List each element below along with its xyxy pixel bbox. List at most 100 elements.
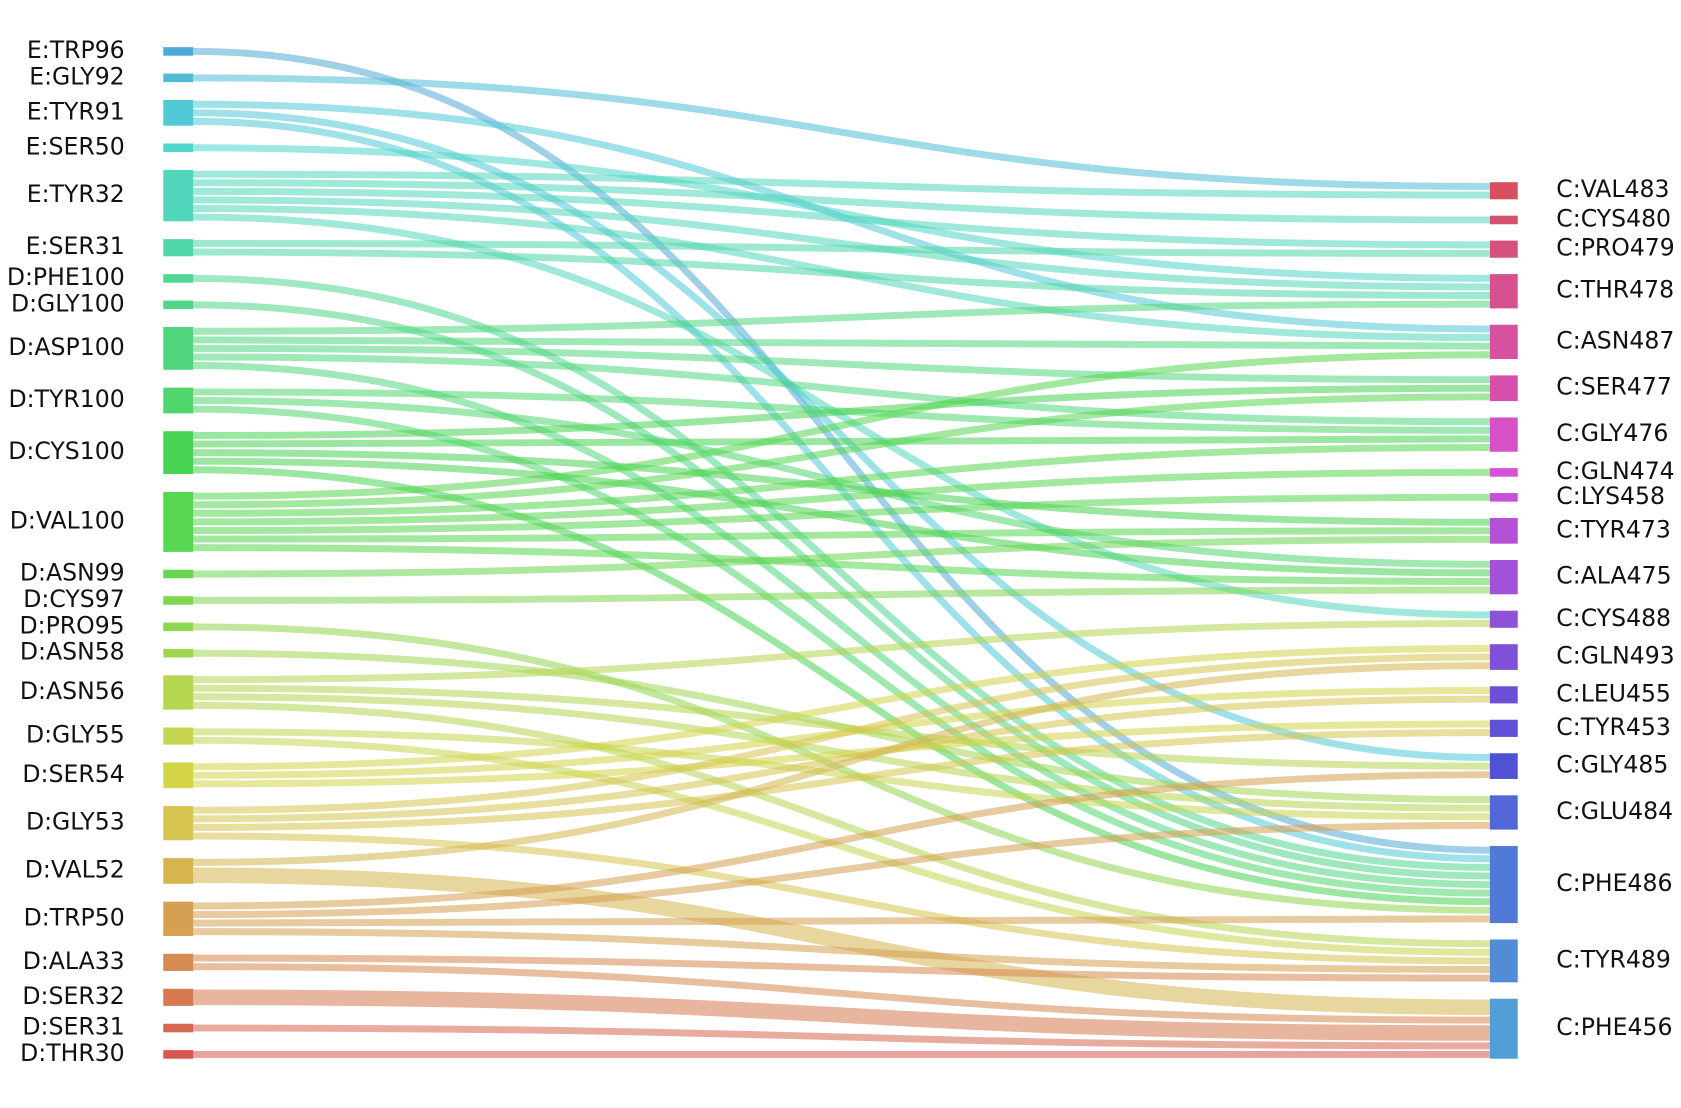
link (193, 300, 1490, 335)
link (193, 729, 1490, 831)
left-node (163, 648, 194, 658)
right-node (1489, 517, 1518, 544)
left-node-label: D:TRP50 (24, 903, 125, 931)
link (193, 1024, 1490, 1050)
link (193, 662, 1490, 866)
right-node (1489, 560, 1518, 595)
left-node-label: E:TRP96 (27, 36, 125, 64)
right-node-label: C:THR478 (1556, 276, 1674, 304)
link (193, 867, 1490, 1016)
left-node (163, 858, 194, 884)
right-node-label: C:SER477 (1556, 373, 1672, 401)
left-node-label: D:GLY53 (26, 808, 125, 836)
right-node-label: C:GLU484 (1556, 797, 1673, 825)
right-node (1489, 939, 1518, 983)
left-node-label: D:CYS100 (8, 437, 124, 465)
left-node (163, 169, 194, 222)
right-node (1489, 998, 1518, 1059)
link (193, 248, 1490, 300)
left-node (163, 805, 194, 841)
link (193, 644, 1490, 771)
left-node-label: D:THR30 (20, 1039, 125, 1067)
left-node (163, 73, 194, 83)
right-node (1489, 182, 1518, 200)
right-node-label: C:ALA475 (1556, 562, 1671, 590)
left-node (163, 491, 194, 552)
right-node-label: C:GLY476 (1556, 419, 1668, 447)
left-node (163, 988, 194, 1006)
left-node (163, 274, 194, 283)
right-node-label: C:CYS488 (1556, 604, 1671, 632)
left-node-label: D:PHE100 (7, 263, 125, 291)
link (193, 695, 1490, 823)
left-node (163, 47, 194, 56)
link (193, 928, 1490, 973)
left-node-label: D:SER31 (22, 1013, 124, 1041)
left-node-label: D:CYS97 (23, 585, 124, 613)
left-node (163, 569, 194, 579)
right-node (1489, 375, 1518, 402)
right-node-label: C:TYR489 (1556, 945, 1671, 973)
left-node (163, 596, 194, 605)
right-node (1489, 644, 1518, 670)
right-node (1489, 468, 1518, 477)
right-node (1489, 493, 1518, 502)
link (193, 701, 1490, 948)
link (193, 720, 1490, 788)
link (193, 954, 1490, 982)
left-node-label: D:PRO95 (19, 611, 124, 639)
left-node (163, 239, 194, 257)
left-node-label: D:SER54 (22, 760, 124, 788)
left-node-label: D:ASN99 (20, 559, 125, 587)
link (193, 586, 1490, 604)
left-node-label: D:GLY55 (26, 721, 125, 749)
left-node-label: D:ALA33 (23, 947, 125, 975)
link (193, 989, 1490, 1041)
left-node (163, 387, 194, 414)
right-node-label: C:LEU455 (1556, 679, 1671, 707)
left-node-label: E:GLY92 (29, 62, 124, 90)
left-node (163, 762, 194, 789)
link (193, 544, 1490, 585)
right-node (1489, 845, 1518, 924)
left-node (163, 953, 194, 971)
left-node-label: D:TYR100 (8, 385, 124, 413)
right-node-label: C:VAL483 (1556, 175, 1669, 203)
right-node-label: C:TYR453 (1556, 713, 1671, 741)
right-node-label: C:LYS458 (1556, 482, 1665, 510)
left-node (163, 901, 194, 936)
left-node-label: D:GLY100 (11, 289, 125, 317)
link (193, 443, 1490, 517)
link (193, 963, 1490, 1024)
link (193, 468, 1490, 526)
left-node-label: D:ASN56 (20, 677, 125, 705)
links (193, 47, 1490, 1058)
left-node-label: D:VAL100 (10, 506, 125, 534)
left-node (163, 326, 194, 370)
left-node (163, 675, 194, 710)
right-node-label: C:PRO479 (1556, 234, 1675, 262)
right-node-label: C:GLY485 (1556, 751, 1668, 779)
left-node-label: D:VAL52 (25, 855, 125, 883)
left-node-label: E:SER31 (26, 232, 125, 260)
link (193, 344, 1490, 384)
link (193, 728, 1490, 821)
right-node (1489, 240, 1518, 258)
right-node (1489, 795, 1518, 830)
right-node-label: C:CYS480 (1556, 204, 1671, 232)
right-node-label: C:GLN493 (1556, 642, 1674, 670)
left-node-label: E:TYR32 (27, 180, 125, 208)
link (193, 187, 1490, 249)
link (193, 527, 1490, 543)
right-node (1489, 215, 1518, 225)
left-node (163, 300, 194, 310)
left-node-label: D:SER32 (22, 982, 124, 1010)
link (193, 196, 1490, 291)
link (193, 449, 1490, 526)
left-node (163, 727, 194, 745)
link (193, 736, 1490, 956)
link (193, 336, 1490, 350)
left-node-label: D:ASP100 (8, 333, 124, 361)
